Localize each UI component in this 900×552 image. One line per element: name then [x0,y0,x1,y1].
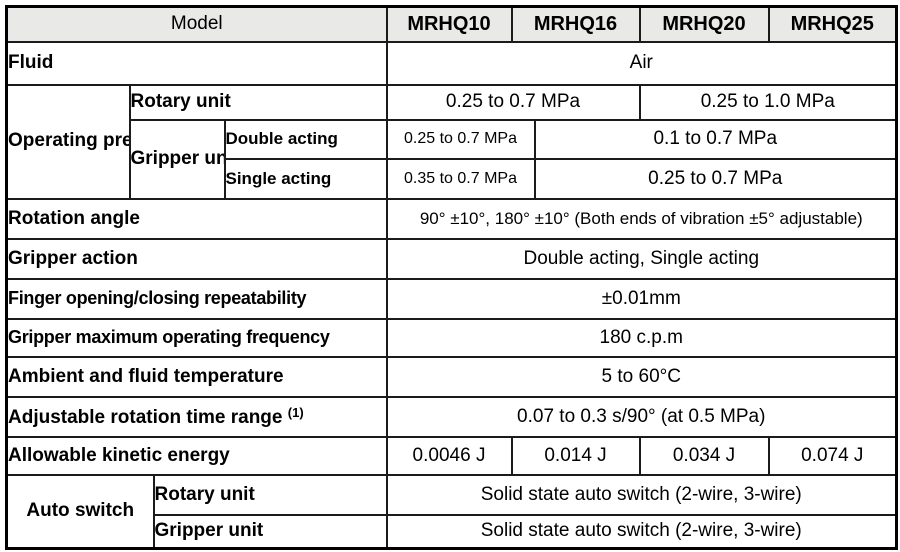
gripper-action-row: Gripper action Double acting, Single act… [5,237,898,280]
cell-kinetic-energy-mrhq10: 0.0046 J [385,435,513,476]
cell-rotary-pressure-mrhq20-25: 0.25 to 1.0 MPa [638,83,898,121]
cell-rotary-pressure-mrhq10-16: 0.25 to 0.7 MPa [385,83,641,121]
row-label-operating-pressure: Operating pressure [5,83,131,200]
row-label-allowable-kinetic-energy: Allowable kinetic energy [5,435,388,476]
rotation-angle-row: Rotation angle 90° ±10°, 180° ±10° (Both… [5,197,898,240]
allowable-kinetic-energy-row: Allowable kinetic energy 0.0046 J 0.014 … [5,435,898,476]
cell-single-acting-mrhq10: 0.35 to 0.7 MPa [385,157,536,200]
cell-kinetic-energy-mrhq25: 0.074 J [767,435,898,476]
cell-double-acting-mrhq10: 0.25 to 0.7 MPa [385,118,536,160]
sub-label-auto-switch-rotary: Rotary unit [152,473,388,516]
auto-switch-rotary-row: Auto switch Rotary unit Solid state auto… [5,473,898,550]
row-label-adjustable-rotation-time: Adjustable rotation time range (1) [5,395,388,438]
cell-fluid-value: Air [385,40,898,86]
row-label-rotation-angle: Rotation angle [5,197,388,240]
ambient-fluid-temp-row: Ambient and fluid temperature 5 to 60°C [5,355,898,398]
sub-label-single-acting: Single acting [223,157,388,200]
sub-label-auto-switch-gripper: Gripper unit [152,513,388,550]
row-label-gripper-action: Gripper action [5,237,388,280]
double-acting-pressure-row: Gripper unit Double acting 0.25 to 0.7 M… [7,118,898,200]
finger-repeatability-row: Finger opening/closing repeatability ±0.… [5,277,898,320]
single-acting-pressure-row: Single acting 0.35 to 0.7 MPa 0.25 to 0.… [7,157,898,200]
specification-table: Model MRHQ10 MRHQ16 MRHQ20 MRHQ25 Fluid … [5,5,899,550]
row-label-fluid: Fluid [5,40,388,86]
header-col-mrhq25: MRHQ25 [767,5,898,43]
adjustable-rotation-time-row: Adjustable rotation time range (1) 0.07 … [5,395,898,438]
cell-finger-repeatability-value: ±0.01mm [385,277,898,320]
row-label-finger-repeatability: Finger opening/closing repeatability [5,277,388,320]
header-model-label: Model [5,5,388,43]
rotary-unit-pressure-row: Operating pressure Rotary unit 0.25 to 0… [5,83,898,200]
auto-switch-gripper-row: Gripper unit Solid state auto switch (2-… [7,513,898,550]
cell-kinetic-energy-mrhq20: 0.034 J [638,435,770,476]
cell-gripper-action-value: Double acting, Single acting [385,237,898,280]
header-col-mrhq16: MRHQ16 [510,5,641,43]
cell-rotation-angle-value: 90° ±10°, 180° ±10° (Both ends of vibrat… [385,197,898,240]
sub-label-rotary-unit: Rotary unit [128,83,388,121]
sub-label-gripper-unit: Gripper unit [128,118,226,200]
header-row: Model MRHQ10 MRHQ16 MRHQ20 MRHQ25 [5,5,898,43]
cell-gripper-max-frequency-value: 180 c.p.m [385,317,898,358]
sub-label-double-acting: Double acting [223,118,388,160]
row-label-gripper-max-frequency: Gripper maximum operating frequency [5,317,388,358]
cell-adjustable-rotation-time-value: 0.07 to 0.3 s/90° (at 0.5 MPa) [385,395,898,438]
header-col-mrhq20: MRHQ20 [638,5,770,43]
adjustable-rotation-time-label-text: Adjustable rotation time range [8,406,283,428]
cell-single-acting-mrhq16-25: 0.25 to 0.7 MPa [533,157,898,200]
footnote-ref-1: (1) [287,404,304,420]
row-label-auto-switch: Auto switch [5,473,155,550]
header-col-mrhq10: MRHQ10 [385,5,513,43]
fluid-row: Fluid Air [5,40,898,86]
row-label-ambient-fluid-temp: Ambient and fluid temperature [5,355,388,398]
gripper-max-frequency-row: Gripper maximum operating frequency 180 … [5,317,898,358]
cell-double-acting-mrhq16-25: 0.1 to 0.7 MPa [533,118,898,160]
cell-auto-switch-rotary-value: Solid state auto switch (2-wire, 3-wire) [385,473,898,516]
cell-ambient-fluid-temp-value: 5 to 60°C [385,355,898,398]
cell-kinetic-energy-mrhq16: 0.014 J [510,435,641,476]
cell-auto-switch-gripper-value: Solid state auto switch (2-wire, 3-wire) [385,513,898,550]
